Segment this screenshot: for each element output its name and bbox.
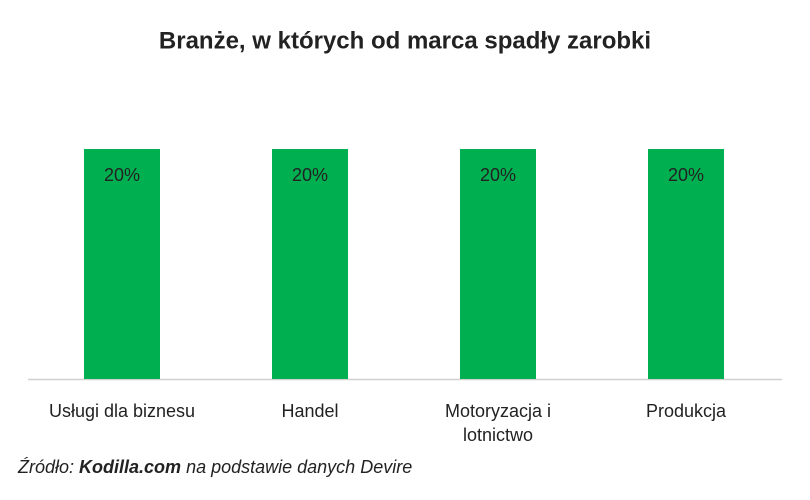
bar [272, 149, 348, 379]
value-label: 20% [668, 165, 704, 185]
source-name: Kodilla.com [79, 457, 181, 477]
bar [648, 149, 724, 379]
source-text: na podstawie danych Devire [186, 457, 412, 477]
value-label: 20% [480, 165, 516, 185]
x-tick-label: Motoryzacja i lotnictwo [444, 401, 552, 445]
value-label: 20% [292, 165, 328, 185]
x-tick-label: Handel [281, 401, 339, 421]
source-label: Źródło: [17, 457, 74, 477]
chart-title: Branże, w których od marca spadły zarobk… [159, 27, 651, 54]
bar [84, 149, 160, 379]
x-tick-label: Produkcja [645, 401, 727, 421]
value-label: 20% [104, 165, 140, 185]
bar [460, 149, 536, 379]
x-tick-label: Usługi dla biznesu [48, 401, 196, 421]
source-note: Źródło: Kodilla.com na podstawie danych … [17, 457, 412, 477]
